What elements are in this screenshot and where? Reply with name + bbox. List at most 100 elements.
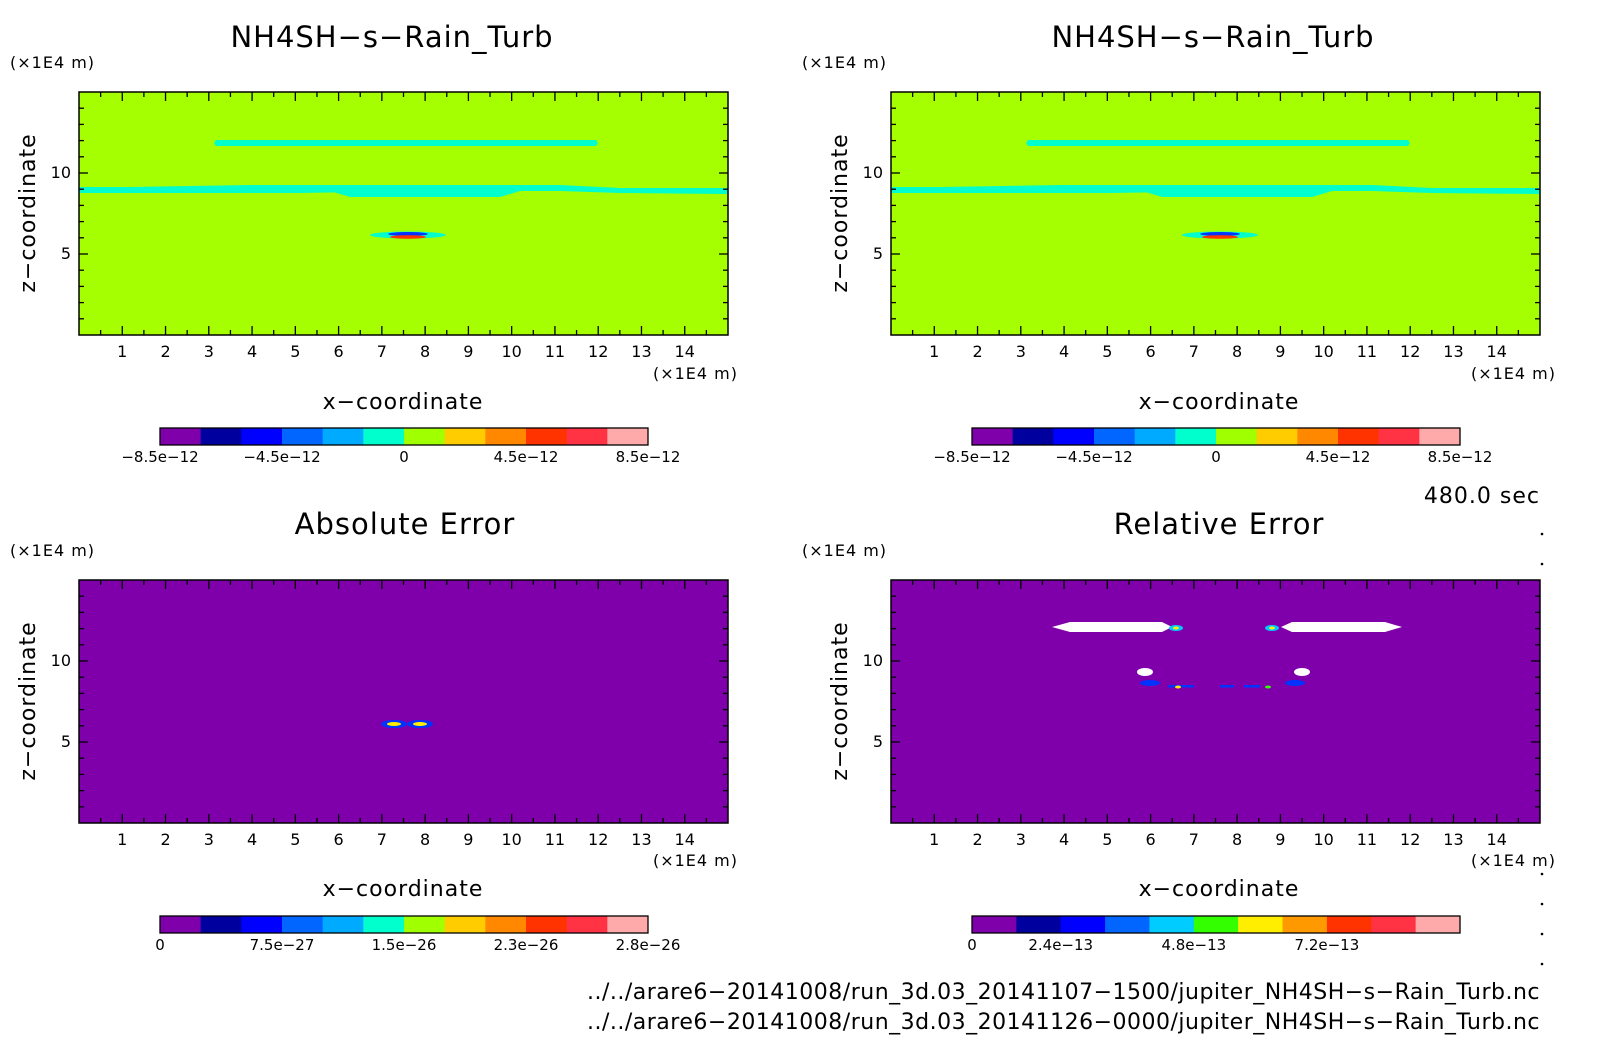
colorbar-swatch [1371, 916, 1417, 933]
colorbar-swatch [363, 428, 405, 445]
colorbar-label: 1.5e−26 [372, 936, 437, 954]
x-tick-label: 8 [420, 342, 430, 361]
panel-title: NH4SH−s−Rain_Turb [230, 20, 553, 54]
x-tick-label: 13 [631, 830, 651, 849]
error-spot [1244, 685, 1260, 688]
colorbar-swatch [1415, 916, 1461, 933]
plot-background [891, 580, 1540, 823]
colorbar-swatch [485, 428, 527, 445]
error-spot-core [1265, 685, 1271, 689]
x-axis-label: x−coordinate [323, 390, 484, 415]
colorbar-label: 0 [967, 936, 977, 954]
x-tick-label: 13 [631, 342, 651, 361]
error-spot-core [1175, 685, 1181, 689]
x-tick-label: 12 [588, 830, 608, 849]
x-tick-label: 10 [1313, 342, 1333, 361]
error-spot [1140, 680, 1160, 686]
contour-center-negative [1200, 232, 1240, 236]
colorbar-frame [971, 915, 1461, 934]
x-tick-label: 9 [1275, 830, 1285, 849]
x-tick-label: 12 [1400, 342, 1420, 361]
x-tick-label: 5 [290, 342, 300, 361]
x-tick-label: 9 [463, 830, 473, 849]
colorbar-swatch [1256, 428, 1298, 445]
colorbar-swatch [1175, 428, 1217, 445]
error-spot-core [1173, 626, 1179, 630]
x-tick-label: 8 [1232, 830, 1242, 849]
colorbar-label: 8.5e−12 [616, 448, 681, 466]
colorbar-label: 4.8e−13 [1161, 936, 1226, 954]
x-unit-label: (×1E4 m) [1471, 851, 1556, 870]
x-tick-label: 13 [1443, 342, 1463, 361]
x-tick-label: 6 [1146, 342, 1156, 361]
undefined-dot [1137, 668, 1153, 676]
x-tick-label: 7 [377, 342, 387, 361]
panel-title: Relative Error [1114, 507, 1325, 541]
colorbar-swatch [526, 428, 568, 445]
colorbar-swatch [1326, 916, 1372, 933]
x-tick-label: 3 [204, 342, 214, 361]
y-axis-label: z−coordinate [828, 621, 853, 780]
x-tick-label: 8 [1232, 342, 1242, 361]
x-tick-label: 6 [1146, 830, 1156, 849]
x-tick-label: 12 [588, 342, 608, 361]
colorbar-swatch [363, 916, 405, 933]
x-tick-label: 2 [972, 342, 982, 361]
error-spot [1168, 685, 1194, 688]
colorbar-label: 7.2e−13 [1295, 936, 1360, 954]
error-spot [1285, 680, 1305, 686]
x-tick-label: 5 [1102, 830, 1112, 849]
x-tick-label: 1 [929, 830, 939, 849]
y-tick-label: 5 [873, 732, 883, 751]
colorbar-label: 4.5e−12 [1306, 448, 1371, 466]
error-blob-left-core [387, 722, 401, 726]
colorbar-swatch [160, 916, 202, 933]
panel-bottom-right: Relative Error (×1E4 m) 1 2 3 4 5 6 7 8 9 10 11 12 1… [802, 507, 1556, 954]
x-tick-label: 7 [377, 830, 387, 849]
x-unit-label: (×1E4 m) [1471, 364, 1556, 383]
x-axis-label: x−coordinate [1139, 390, 1300, 415]
file-path-2: ../../arare6−20141008/run_3d.03_20141126… [587, 1010, 1540, 1035]
colorbar-swatch [1282, 916, 1328, 933]
colorbar-swatch [1016, 916, 1062, 933]
x-tick-label: 11 [545, 342, 565, 361]
x-unit-label: (×1E4 m) [653, 851, 738, 870]
contour-band-upper [1026, 140, 1410, 146]
x-tick-label: 3 [1016, 830, 1026, 849]
colorbar-swatch [566, 428, 608, 445]
undefined-dot [1294, 668, 1310, 676]
x-tick-label: 4 [1059, 342, 1069, 361]
y-tick-label: 10 [863, 163, 883, 182]
colorbar-label: 0 [155, 936, 165, 954]
x-tick-label: 4 [247, 830, 257, 849]
colorbar-swatch [160, 428, 202, 445]
x-tick-label: 7 [1189, 830, 1199, 849]
x-tick-label: 3 [1016, 342, 1026, 361]
contour-center-positive [390, 235, 426, 239]
x-tick-label: 6 [334, 830, 344, 849]
plot-background [79, 92, 728, 335]
colorbar-label: 0 [399, 448, 409, 466]
colorbar-label: 0 [1211, 448, 1221, 466]
panel-title: Absolute Error [295, 507, 516, 541]
contour-center-positive [1202, 235, 1238, 239]
y-tick-label: 10 [51, 163, 71, 182]
x-unit-label: (×1E4 m) [653, 364, 738, 383]
contour-band-lower-bulge [330, 191, 520, 197]
colorbar-swatch [972, 428, 1014, 445]
colorbar-swatch [1149, 916, 1195, 933]
x-tick-label: 6 [334, 342, 344, 361]
time-label: 480.0 sec [1424, 484, 1540, 509]
undefined-region-right [1281, 622, 1402, 632]
colorbar-swatch [200, 916, 242, 933]
panel-title: NH4SH−s−Rain_Turb [1051, 20, 1374, 54]
panel-bottom-left: Absolute Error (×1E4 m) 1 2 3 4 5 6 7 8 9 10 11 12 1… [10, 507, 738, 954]
colorbar-swatch [404, 916, 446, 933]
colorbar-swatch [282, 428, 324, 445]
colorbar-label: 4.5e−12 [494, 448, 559, 466]
x-tick-label: 11 [1357, 342, 1377, 361]
colorbar: 0 2.4e−13 4.8e−13 7.2e−13 [967, 915, 1461, 954]
x-tick-label: 5 [1102, 342, 1112, 361]
x-tick-label: 14 [675, 830, 695, 849]
